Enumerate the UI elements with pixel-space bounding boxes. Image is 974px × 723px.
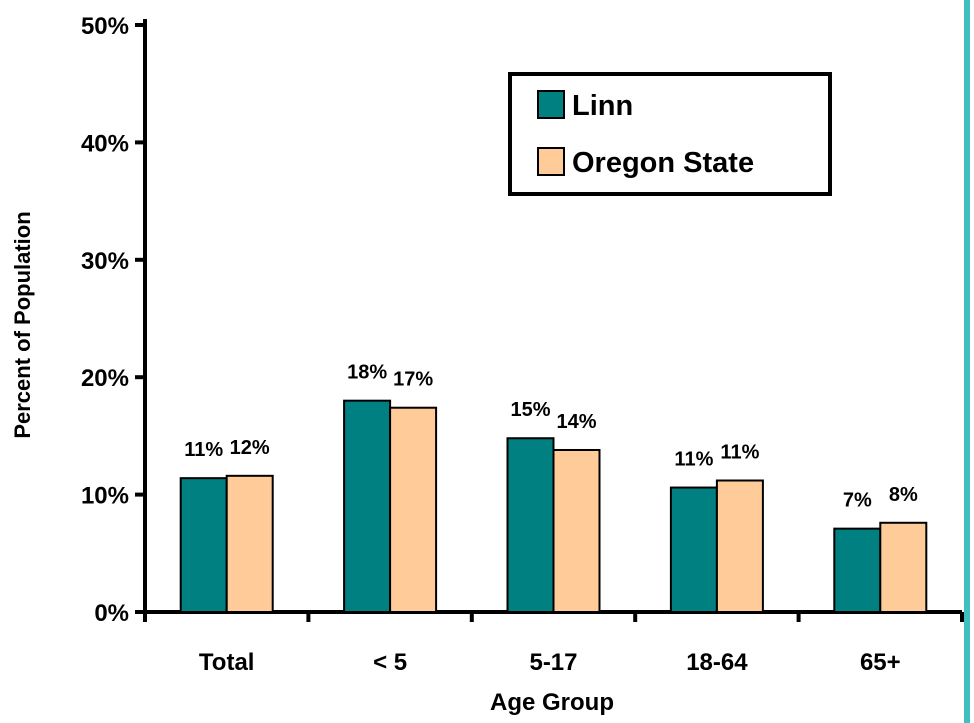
y-axis: 0% 10% 20% 30% 40% 50%: [81, 13, 147, 627]
y-tick-label: 20%: [81, 365, 129, 392]
y-tick-label: 0%: [94, 600, 129, 627]
data-label: 12%: [230, 437, 270, 459]
y-tick-label: 10%: [81, 483, 129, 510]
bar-oregon-state: [715, 479, 764, 613]
y-tick-label: 30%: [81, 248, 129, 275]
bar-linn: [506, 437, 555, 613]
y-axis-title: Percent of Population: [10, 211, 35, 438]
x-tick-label: 18-64: [686, 649, 748, 676]
bar-linn: [343, 399, 392, 613]
data-label: 11%: [674, 449, 713, 471]
data-label: 11%: [720, 442, 759, 464]
x-tick-label: 5-17: [529, 649, 577, 676]
data-label: 15%: [510, 399, 550, 421]
bar-oregon-state: [552, 448, 601, 613]
data-label: 14%: [556, 411, 596, 433]
legend-label-oregon-state: Oregon State: [572, 147, 754, 179]
x-axis: Total < 5 5-17 18-64 65+: [143, 610, 964, 676]
right-edge-border: [964, 0, 974, 723]
data-label: 7%: [843, 490, 872, 512]
bar-oregon-state: [879, 521, 928, 613]
data-label: 18%: [347, 362, 387, 384]
legend: Linn Oregon State: [508, 72, 832, 196]
x-tick-label: 65+: [860, 649, 901, 676]
data-labels: 11% 12% 18% 17% 15% 14% 11% 11% 7% 8%: [184, 362, 918, 512]
bar-linn: [669, 486, 718, 613]
bar-oregon-state: [389, 406, 438, 613]
bar-oregon-state: [225, 474, 274, 614]
data-label: 8%: [889, 484, 918, 506]
x-tick-label: Total: [199, 649, 255, 676]
legend-swatch-oregon-state: [537, 147, 565, 176]
legend-label-linn: Linn: [572, 90, 633, 122]
bar-linn: [179, 477, 228, 613]
data-label: 17%: [393, 369, 433, 391]
data-label: 11%: [184, 439, 223, 461]
y-tick-label: 40%: [81, 130, 129, 157]
x-tick-label: < 5: [373, 649, 407, 676]
legend-swatch-linn: [537, 90, 565, 119]
y-tick-label: 50%: [81, 13, 129, 40]
bar-linn: [833, 527, 882, 613]
x-axis-title: Age Group: [490, 689, 614, 716]
bars: [179, 399, 928, 614]
